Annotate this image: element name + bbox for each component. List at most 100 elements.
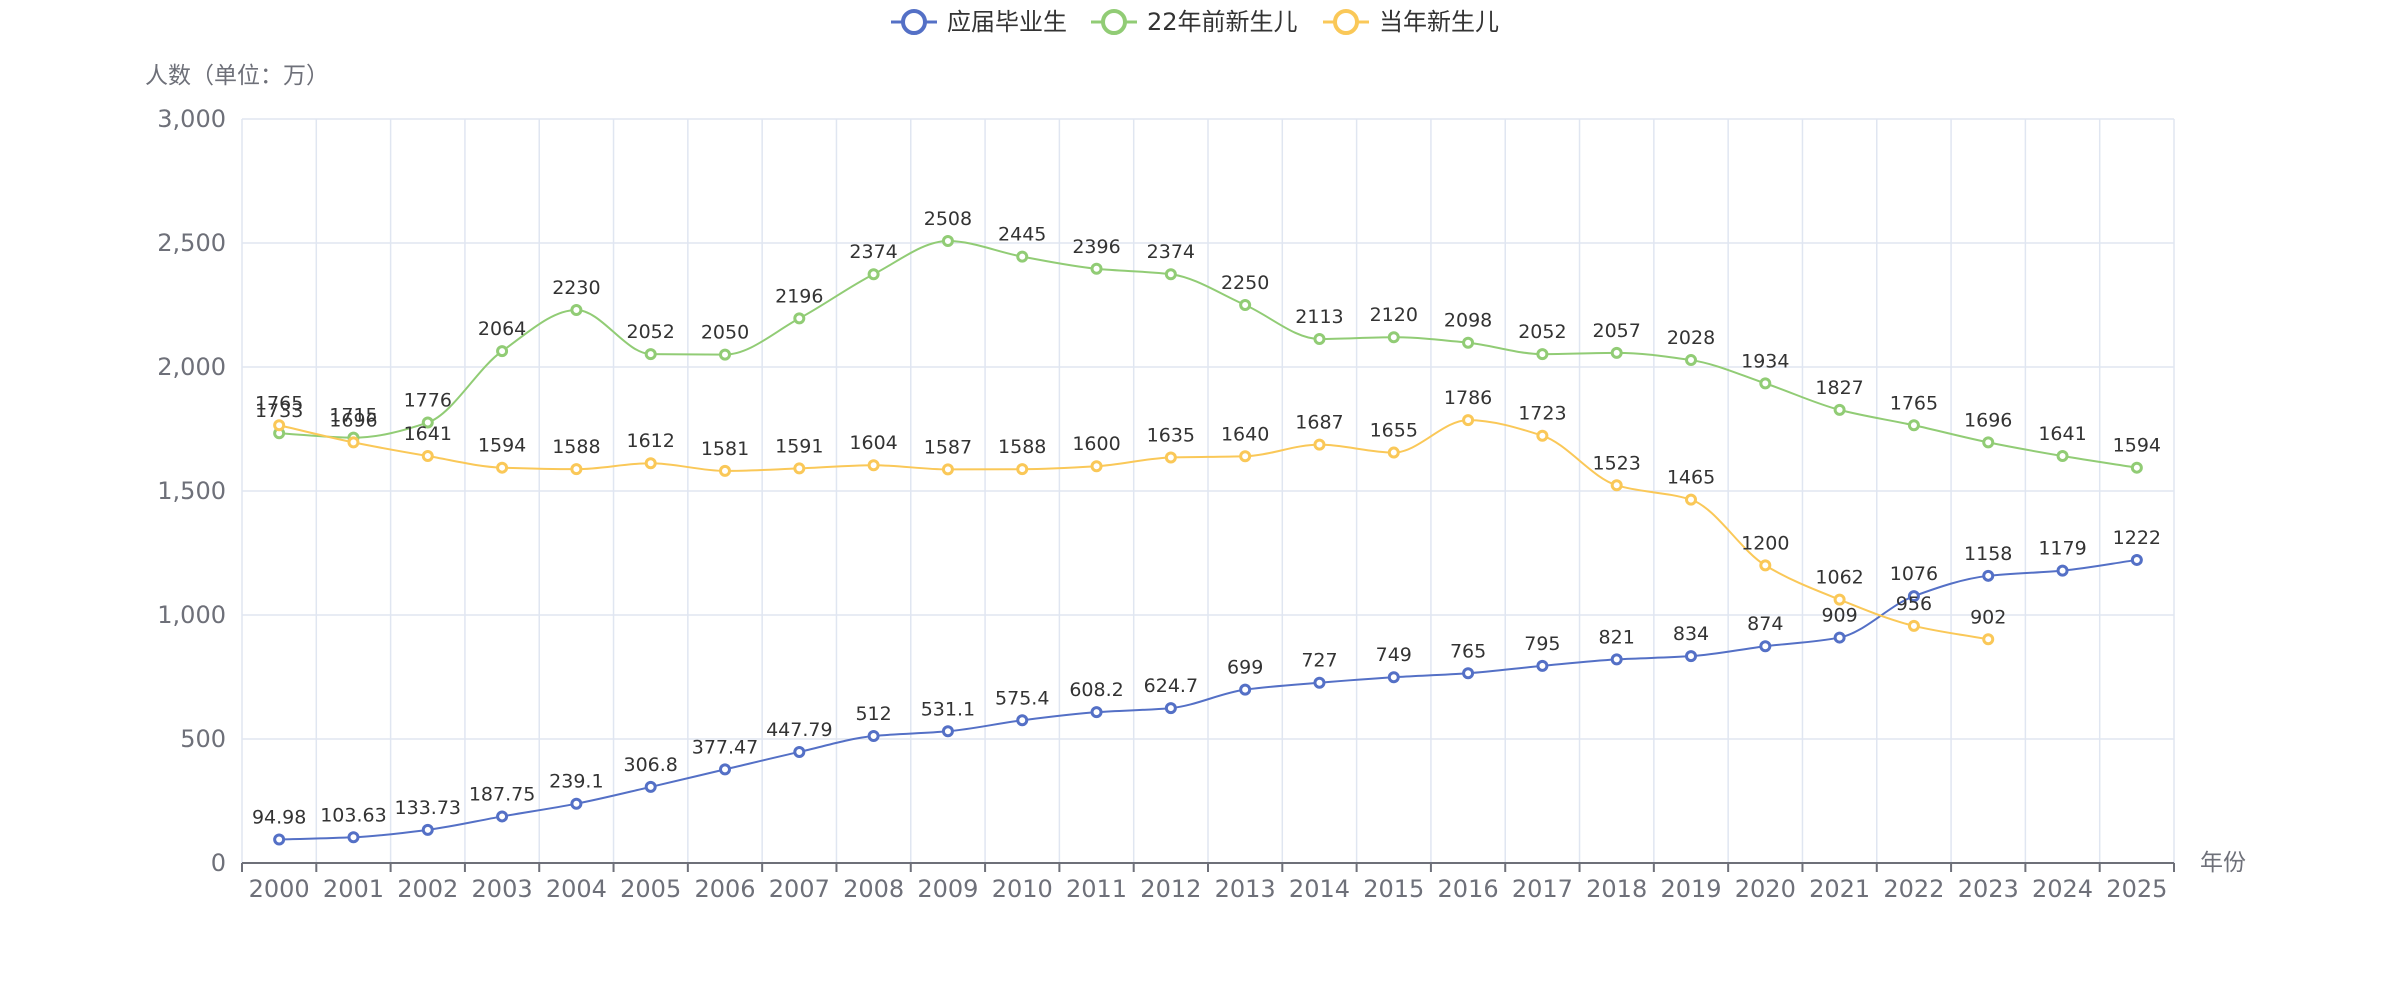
data-label: 1600 <box>1072 433 1120 455</box>
data-label: 1696 <box>1964 409 2012 431</box>
data-point <box>1164 451 1177 464</box>
data-label: 1786 <box>1444 387 1492 409</box>
data-point <box>867 730 880 743</box>
data-point <box>644 348 657 361</box>
data-label: 447.79 <box>766 719 832 741</box>
data-point <box>867 268 880 281</box>
legend-label: 应届毕业生 <box>947 8 1067 36</box>
data-point <box>421 823 434 836</box>
data-label: 1523 <box>1593 452 1641 474</box>
data-point <box>1610 346 1623 359</box>
data-label: 1158 <box>1964 543 2012 565</box>
legend-item: 当年新生儿 <box>1323 8 1499 36</box>
data-point <box>719 464 731 477</box>
x-tick-label: 2002 <box>397 875 458 903</box>
data-point <box>793 745 806 758</box>
x-tick-label: 2018 <box>1586 875 1647 903</box>
x-tick-label: 2007 <box>769 875 830 903</box>
x-tick-label: 2009 <box>917 875 978 903</box>
data-point <box>1907 619 1920 632</box>
data-label: 1641 <box>404 423 452 445</box>
data-point <box>1462 336 1475 349</box>
data-label: 956 <box>1896 593 1932 615</box>
data-label: 1696 <box>329 409 377 431</box>
data-labels: 94.98 103.63 133.73 187.75 239.1 306.8 377.47 4… <box>252 208 2161 828</box>
legend-marker <box>1101 9 1127 35</box>
data-label: 2250 <box>1221 272 1269 294</box>
data-label: 1062 <box>1815 567 1863 589</box>
data-label: 1640 <box>1221 423 1269 445</box>
data-label: 1641 <box>2038 423 2086 445</box>
data-point <box>570 797 583 810</box>
data-label: 2113 <box>1295 306 1343 328</box>
x-tick-label: 2019 <box>1660 875 1721 903</box>
legend-marker <box>1333 9 1359 35</box>
data-point <box>1610 653 1623 666</box>
x-tick-label: 2005 <box>620 875 681 903</box>
data-label: 2196 <box>775 285 823 307</box>
data-point <box>1462 414 1475 427</box>
data-label: 1635 <box>1147 425 1195 447</box>
data-point <box>719 348 731 361</box>
data-point <box>421 416 434 429</box>
data-label: 821 <box>1599 626 1635 648</box>
data-point <box>1685 493 1697 506</box>
data-point <box>644 780 657 793</box>
data-label: 1776 <box>404 390 452 412</box>
data-label: 1222 <box>2113 527 2161 549</box>
data-label: 1594 <box>2113 435 2161 457</box>
x-tick-label: 2003 <box>472 875 533 903</box>
data-point <box>1090 460 1103 473</box>
data-point <box>1387 671 1400 684</box>
x-tick-label: 2017 <box>1512 875 1573 903</box>
data-label: 749 <box>1376 644 1412 666</box>
data-label: 512 <box>855 703 891 725</box>
x-axis-title: 年份 <box>2200 850 2246 876</box>
data-point <box>867 459 880 472</box>
data-point <box>496 345 509 358</box>
data-label: 1587 <box>924 436 972 458</box>
data-point <box>1239 450 1252 463</box>
x-tick-label: 2010 <box>992 875 1053 903</box>
data-point <box>1239 683 1252 696</box>
x-tick-label: 2008 <box>843 875 904 903</box>
data-point <box>1462 667 1475 680</box>
data-label: 1588 <box>998 436 1046 458</box>
data-label: 795 <box>1524 633 1560 655</box>
legend-marker <box>901 9 927 35</box>
data-label: 727 <box>1301 650 1337 672</box>
data-label: 765 <box>1450 640 1486 662</box>
data-point <box>1536 429 1549 442</box>
data-point <box>1164 268 1177 281</box>
data-point <box>1759 559 1772 572</box>
data-point <box>941 235 954 248</box>
data-label: 2445 <box>998 224 1046 246</box>
data-point <box>1759 640 1772 653</box>
legend-label: 22年前新生儿 <box>1147 8 1298 36</box>
data-point <box>273 833 286 846</box>
data-label: 2064 <box>478 318 526 340</box>
data-point <box>1016 250 1029 263</box>
x-tick-label: 2013 <box>1215 875 1276 903</box>
data-point <box>1164 702 1177 715</box>
data-label: 377.47 <box>692 736 758 758</box>
x-tick-label: 2004 <box>546 875 607 903</box>
data-point <box>1833 403 1846 416</box>
data-point <box>1090 262 1103 275</box>
data-label: 1591 <box>775 435 823 457</box>
data-point <box>1982 436 1995 449</box>
y-tick-label: 2,000 <box>157 353 226 381</box>
y-tick-label: 1,000 <box>157 601 226 629</box>
data-point <box>1907 590 1920 603</box>
data-label: 1715 <box>329 405 377 427</box>
data-label: 1179 <box>2038 538 2086 560</box>
data-label: 608.2 <box>1069 679 1123 701</box>
data-label: 1687 <box>1295 412 1343 434</box>
data-point <box>1536 348 1549 361</box>
data-point <box>2130 553 2143 566</box>
data-label: 239.1 <box>549 771 603 793</box>
data-label: 306.8 <box>623 754 677 776</box>
data-label: 909 <box>1821 605 1857 627</box>
data-label: 1723 <box>1518 403 1566 425</box>
